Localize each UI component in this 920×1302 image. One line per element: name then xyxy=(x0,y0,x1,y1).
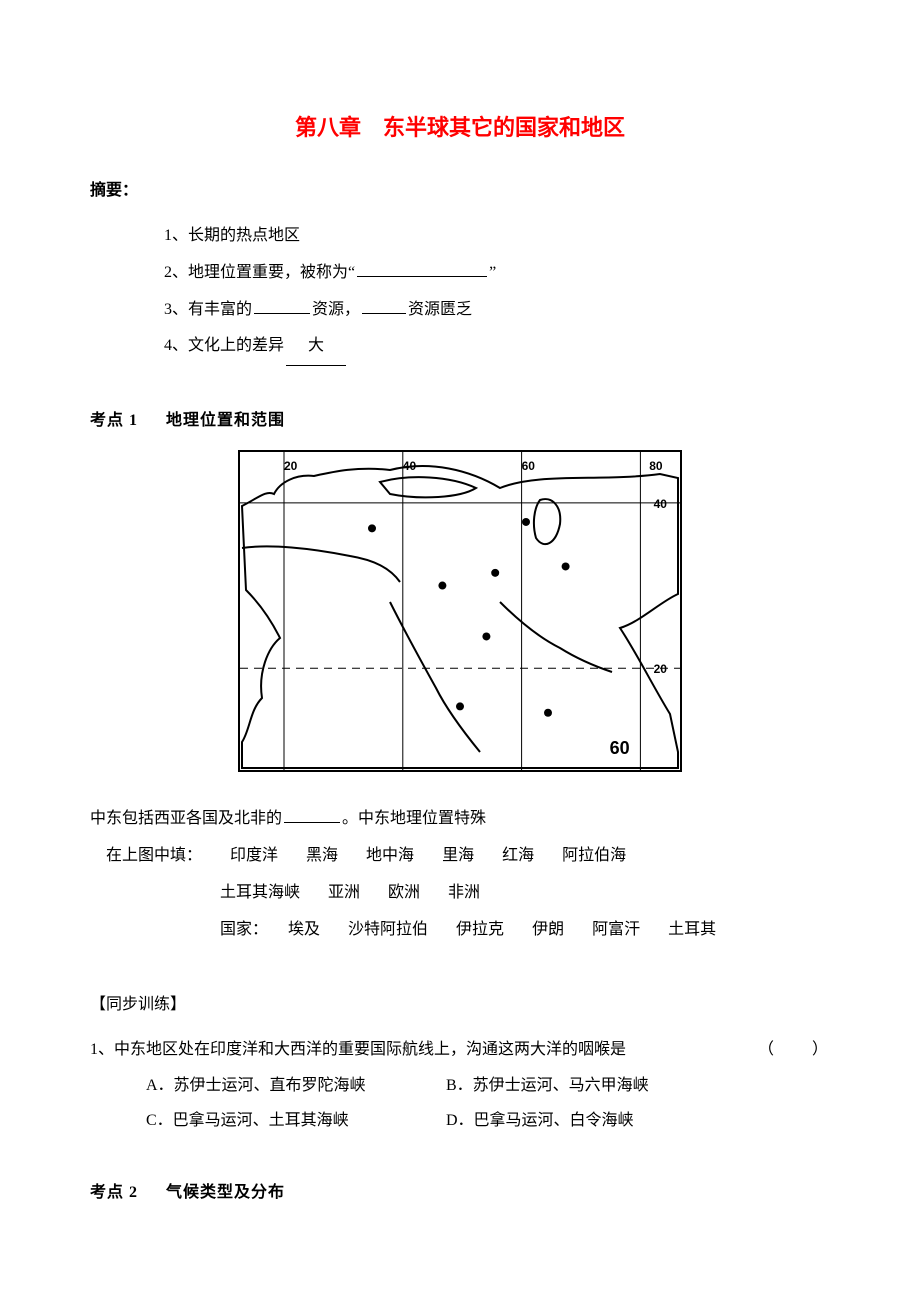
map-coord-label: 20 xyxy=(654,662,667,676)
map-coord-label: 40 xyxy=(654,497,667,511)
abstract-item-3: 3、有丰富的 资源， 资源匮乏 xyxy=(164,292,830,329)
abstract-item-4: 4、文化上的差异大 xyxy=(164,328,830,366)
abstract-item-2a: 2、地理位置重要，被称为“ xyxy=(164,264,355,281)
map-coord-label: 60 xyxy=(610,738,630,759)
fill-row-3: 国家： 埃及 沙特阿拉伯 伊拉克 伊朗 阿富汗 土耳其 xyxy=(90,912,830,949)
fill-word: 埃及 xyxy=(288,921,320,938)
choice-C[interactable]: C．巴拿马运河、土耳其海峡 xyxy=(146,1103,446,1138)
question-1-stem: 1、中东地区处在印度洋和大西洋的重要国际航线上，沟通这两大洋的咽喉是 xyxy=(90,1032,626,1067)
fill-word: 伊拉克 xyxy=(456,921,504,938)
kepoint-2-title: 气候类型及分布 xyxy=(166,1184,285,1201)
chapter-title: 第八章 东半球其它的国家和地区 xyxy=(90,110,830,142)
fill-word: 沙特阿拉伯 xyxy=(348,921,428,938)
para-scope: 中东包括西亚各国及北非的 。中东地理位置特殊 xyxy=(90,801,830,838)
abstract-item-4a: 4、文化上的差异 xyxy=(164,337,284,354)
blank-culture-diff: 大 xyxy=(286,328,346,366)
abstract-item-2: 2、地理位置重要，被称为“ ” xyxy=(164,255,830,292)
map-coord-label: 80 xyxy=(649,459,662,473)
fill-word: 里海 xyxy=(442,847,474,864)
choice-D[interactable]: D．巴拿马运河、白令海峡 xyxy=(446,1103,634,1138)
map-coord-label: 40 xyxy=(403,459,416,473)
fill-word: 土耳其 xyxy=(668,921,716,938)
fill-words-row1: 印度洋 黑海 地中海 里海 红海 阿拉伯海 xyxy=(230,847,626,864)
abstract-item-3c: 资源匮乏 xyxy=(408,301,472,318)
blank-resource-poor[interactable] xyxy=(362,297,406,314)
kepoint-2-num: 考点 2 xyxy=(90,1184,138,1201)
fill-words-row3: 埃及 沙特阿拉伯 伊拉克 伊朗 阿富汗 土耳其 xyxy=(288,921,716,938)
fill-word: 地中海 xyxy=(366,847,414,864)
question-1: 1、中东地区处在印度洋和大西洋的重要国际航线上，沟通这两大洋的咽喉是 （ ） A… xyxy=(90,1032,830,1138)
kepoint-2: 考点 2 气候类型及分布 xyxy=(90,1178,830,1202)
kepoint-1-title: 地理位置和范围 xyxy=(166,412,285,429)
abstract-list: 1、长期的热点地区 2、地理位置重要，被称为“ ” 3、有丰富的 资源， 资源匮乏 4… xyxy=(90,218,830,366)
fill-row-1: 在上图中填： 印度洋 黑海 地中海 里海 红海 阿拉伯海 xyxy=(90,838,830,875)
blank-north-africa[interactable] xyxy=(284,806,340,823)
map-coord-label: 60 xyxy=(522,459,535,473)
fill-word: 红海 xyxy=(502,847,534,864)
row3-label: 国家： xyxy=(220,921,268,938)
kepoint-1: 考点 1 地理位置和范围 xyxy=(90,406,830,430)
chapter-title-text: 第八章 东半球其它的国家和地区 xyxy=(295,115,625,140)
fill-row-2: 土耳其海峡 亚洲 欧洲 非洲 xyxy=(90,875,830,912)
fill-word: 黑海 xyxy=(306,847,338,864)
kepoint-1-num: 考点 1 xyxy=(90,412,138,429)
abstract-item-2b: ” xyxy=(489,264,496,281)
abstract-item-3b: 资源， xyxy=(312,301,360,318)
abstract-label: 摘要： xyxy=(90,176,830,200)
abstract-item-3a: 3、有丰富的 xyxy=(164,301,252,318)
fill-words-row2: 土耳其海峡 亚洲 欧洲 非洲 xyxy=(220,884,480,901)
choice-B[interactable]: B．苏伊士运河、马六甲海峡 xyxy=(446,1068,649,1103)
para-scope-a: 中东包括西亚各国及北非的 xyxy=(90,810,282,827)
fill-intro: 在上图中填： xyxy=(106,847,202,864)
blank-resource-rich[interactable] xyxy=(254,297,310,314)
choice-A[interactable]: A．苏伊士运河、直布罗陀海峡 xyxy=(146,1068,446,1103)
map-svg xyxy=(240,452,680,770)
fill-word: 亚洲 xyxy=(328,884,360,901)
question-1-choices: A．苏伊士运河、直布罗陀海峡 B．苏伊士运河、马六甲海峡 C．巴拿马运河、土耳其… xyxy=(90,1068,830,1138)
para-scope-b: 。中东地理位置特殊 xyxy=(342,810,486,827)
fill-word: 伊朗 xyxy=(532,921,564,938)
fill-word: 阿拉伯海 xyxy=(562,847,626,864)
map-coord-label: 20 xyxy=(284,459,297,473)
fill-word: 欧洲 xyxy=(388,884,420,901)
question-1-stem-row: 1、中东地区处在印度洋和大西洋的重要国际航线上，沟通这两大洋的咽喉是 （ ） xyxy=(90,1032,830,1067)
sync-practice-heading: 【同步训练】 xyxy=(90,990,830,1014)
abstract-item-1: 1、长期的热点地区 xyxy=(164,218,830,255)
fill-word: 印度洋 xyxy=(230,847,278,864)
map-box: 20 40 60 80 40 20 60 xyxy=(238,450,682,772)
fill-word: 阿富汗 xyxy=(592,921,640,938)
blank-nickname[interactable] xyxy=(357,260,487,277)
question-1-paren[interactable]: （ ） xyxy=(758,1032,830,1067)
fill-word: 非洲 xyxy=(448,884,480,901)
fill-word: 土耳其海峡 xyxy=(220,884,300,901)
map-figure: 20 40 60 80 40 20 60 xyxy=(90,450,830,777)
